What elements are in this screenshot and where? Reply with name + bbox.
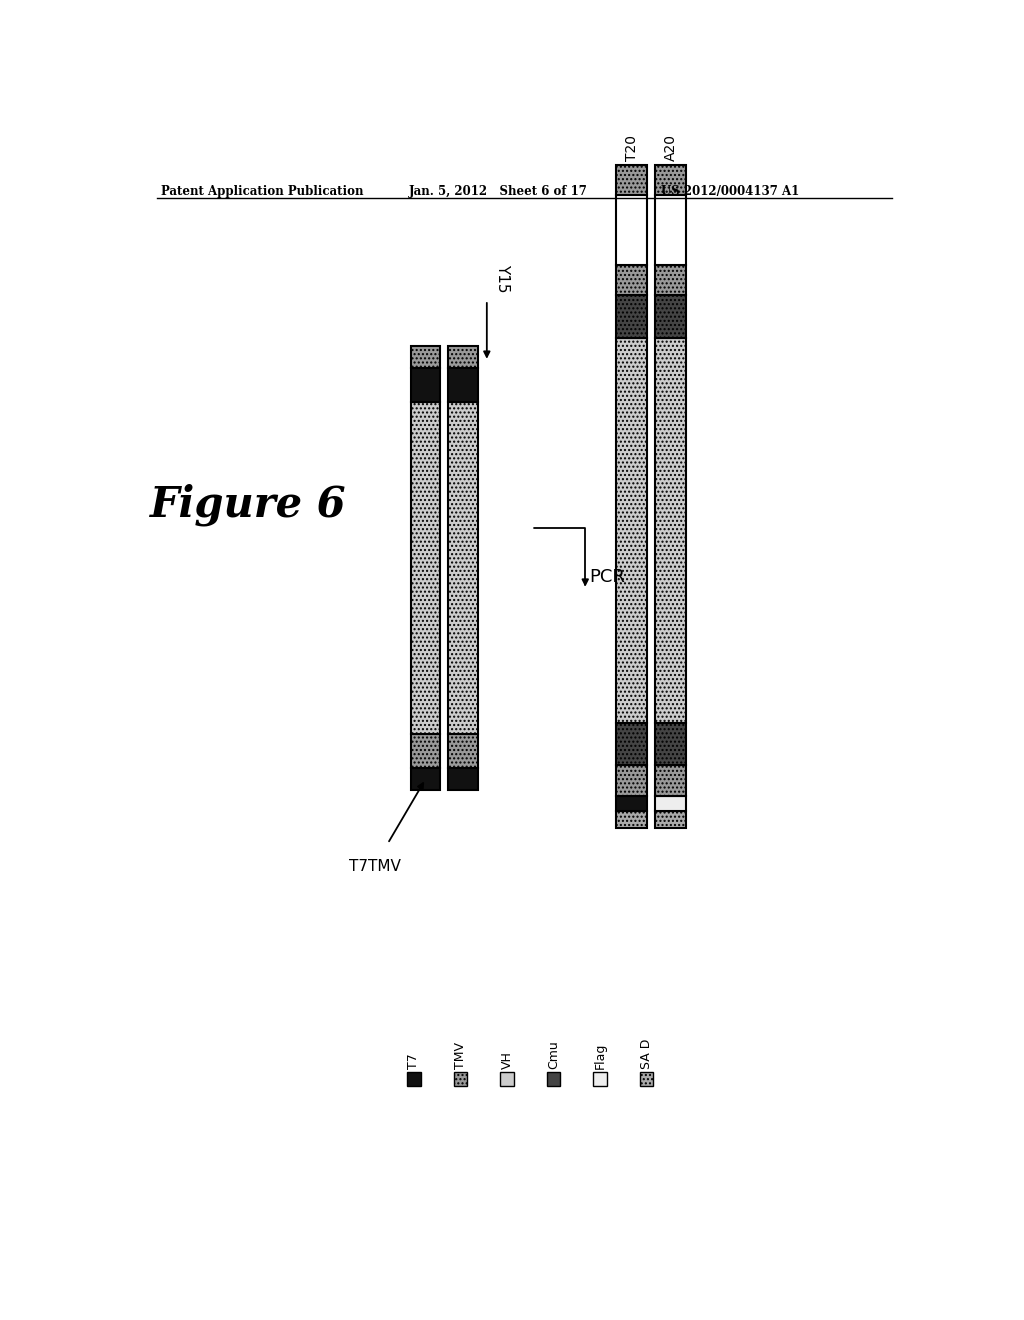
Bar xyxy=(655,338,686,723)
Bar xyxy=(616,296,647,338)
Bar xyxy=(449,368,477,403)
Bar xyxy=(411,346,440,368)
Bar xyxy=(655,165,686,195)
Bar xyxy=(547,1072,560,1086)
Bar xyxy=(616,165,647,195)
Bar xyxy=(411,768,440,789)
Bar xyxy=(655,723,686,766)
Bar xyxy=(616,796,647,812)
Bar xyxy=(616,195,647,264)
Text: VH: VH xyxy=(501,1051,513,1069)
Bar xyxy=(616,812,647,829)
Text: SA D: SA D xyxy=(640,1038,653,1069)
Bar xyxy=(616,264,647,296)
Text: Figure 6: Figure 6 xyxy=(150,483,346,527)
Bar xyxy=(616,723,647,766)
Bar xyxy=(411,734,440,768)
Text: Jan. 5, 2012   Sheet 6 of 17: Jan. 5, 2012 Sheet 6 of 17 xyxy=(409,185,588,198)
Text: US 2012/0004137 A1: US 2012/0004137 A1 xyxy=(662,185,800,198)
Bar xyxy=(449,734,477,768)
Text: Patent Application Publication: Patent Application Publication xyxy=(161,185,364,198)
Text: TMV: TMV xyxy=(454,1041,467,1069)
Bar xyxy=(655,766,686,796)
Bar xyxy=(616,766,647,796)
Bar xyxy=(500,1072,514,1086)
Text: Cmu: Cmu xyxy=(547,1040,560,1069)
Bar xyxy=(449,768,477,789)
Bar xyxy=(593,1072,607,1086)
Text: PCR: PCR xyxy=(589,568,625,586)
Bar xyxy=(616,338,647,723)
Bar xyxy=(655,812,686,829)
Bar xyxy=(411,368,440,403)
Bar xyxy=(411,403,440,734)
Text: A20: A20 xyxy=(664,133,678,161)
Bar xyxy=(407,1072,421,1086)
Bar xyxy=(449,403,477,734)
Bar xyxy=(655,195,686,264)
Text: Y15: Y15 xyxy=(495,264,510,293)
Bar xyxy=(454,1072,467,1086)
Text: T20: T20 xyxy=(625,135,639,161)
Bar xyxy=(655,264,686,296)
Bar xyxy=(655,296,686,338)
Text: Flag: Flag xyxy=(594,1043,606,1069)
Bar xyxy=(449,346,477,368)
Text: T7TMV: T7TMV xyxy=(349,859,400,874)
Bar xyxy=(655,796,686,812)
Bar xyxy=(640,1072,653,1086)
Text: T7: T7 xyxy=(408,1053,421,1069)
